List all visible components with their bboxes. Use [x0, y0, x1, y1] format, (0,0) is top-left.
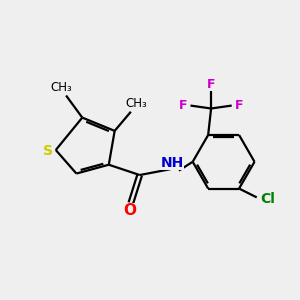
Text: NH: NH	[160, 156, 184, 170]
Text: F: F	[235, 99, 243, 112]
Text: S: S	[43, 145, 52, 158]
Text: CH₃: CH₃	[126, 97, 148, 110]
Text: F: F	[207, 78, 215, 91]
Text: CH₃: CH₃	[51, 81, 73, 94]
Text: F: F	[179, 99, 188, 112]
Text: Cl: Cl	[260, 192, 275, 206]
Text: O: O	[123, 203, 136, 218]
